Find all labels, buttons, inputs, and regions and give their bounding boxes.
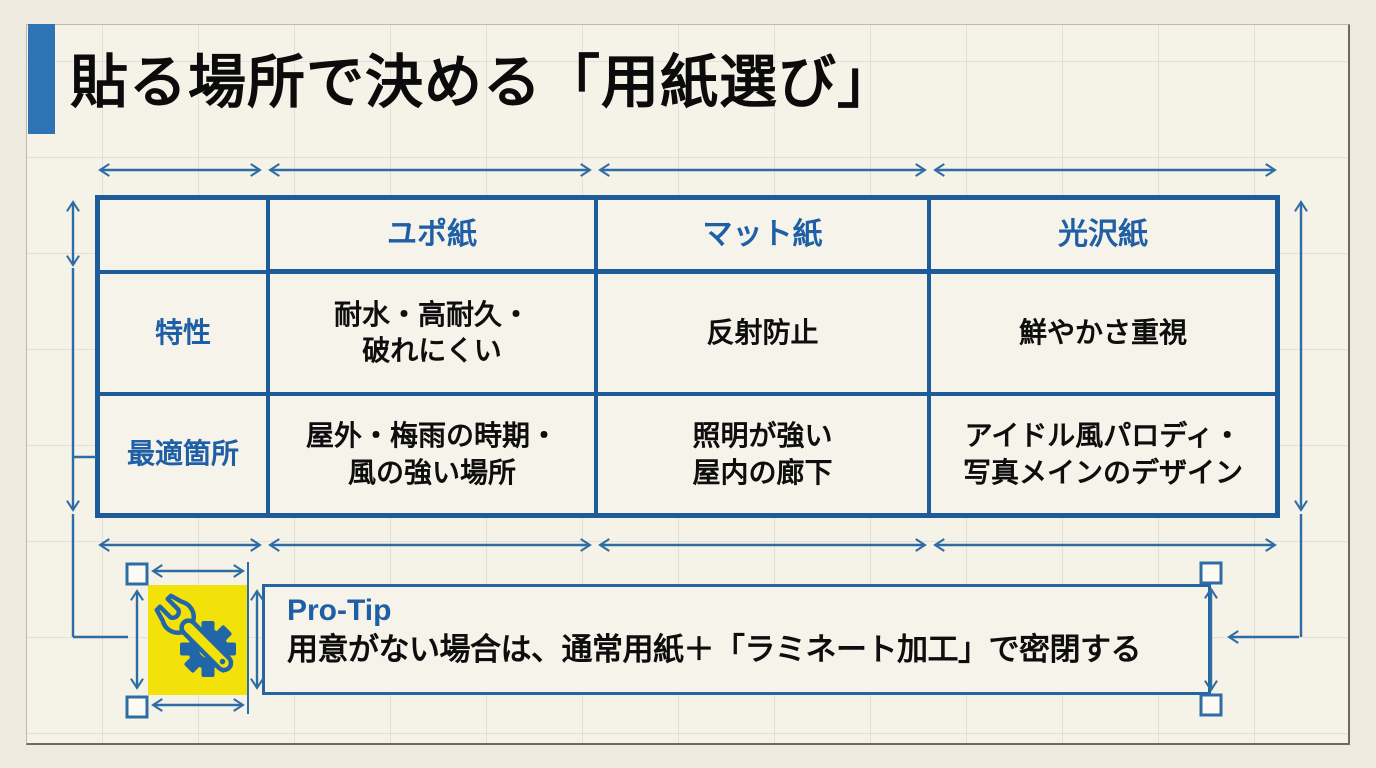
table-cell: 照明が強い 屋内の廊下	[596, 394, 929, 515]
wrench-gear-icon	[154, 593, 236, 677]
column-header-glossy: 光沢紙	[929, 198, 1277, 272]
table-cell: 反射防止	[596, 272, 929, 394]
title-accent-bar	[28, 24, 55, 134]
column-header-yupo: ユポ紙	[268, 198, 596, 272]
table-cell: 耐水・高耐久・ 破れにくい	[268, 272, 596, 394]
table-corner-cell	[98, 198, 268, 272]
protip-text: 用意がない場合は、通常用紙＋「ラミネート加工」で密閉する	[287, 632, 1142, 667]
protip-label: Pro-Tip	[287, 594, 392, 627]
protip-box: Pro-Tip 用意がない場合は、通常用紙＋「ラミネート加工」で密閉する	[262, 584, 1211, 695]
table-cell: 屋外・梅雨の時期・ 風の強い場所	[268, 394, 596, 515]
paper-comparison-table: ユポ紙 マット紙 光沢紙 特性 耐水・高耐久・ 破れにくい 反射防止 鮮やかさ重…	[95, 195, 1280, 518]
row-label-best-location: 最適箇所	[98, 394, 268, 515]
protip-icon-box	[148, 585, 248, 695]
table-cell: 鮮やかさ重視	[929, 272, 1277, 394]
table-cell: アイドル風パロディ・ 写真メインのデザイン	[929, 394, 1277, 515]
row-label-characteristics: 特性	[98, 272, 268, 394]
page-title: 貼る場所で決める「用紙選び」	[70, 50, 897, 115]
column-header-matte: マット紙	[596, 198, 929, 272]
